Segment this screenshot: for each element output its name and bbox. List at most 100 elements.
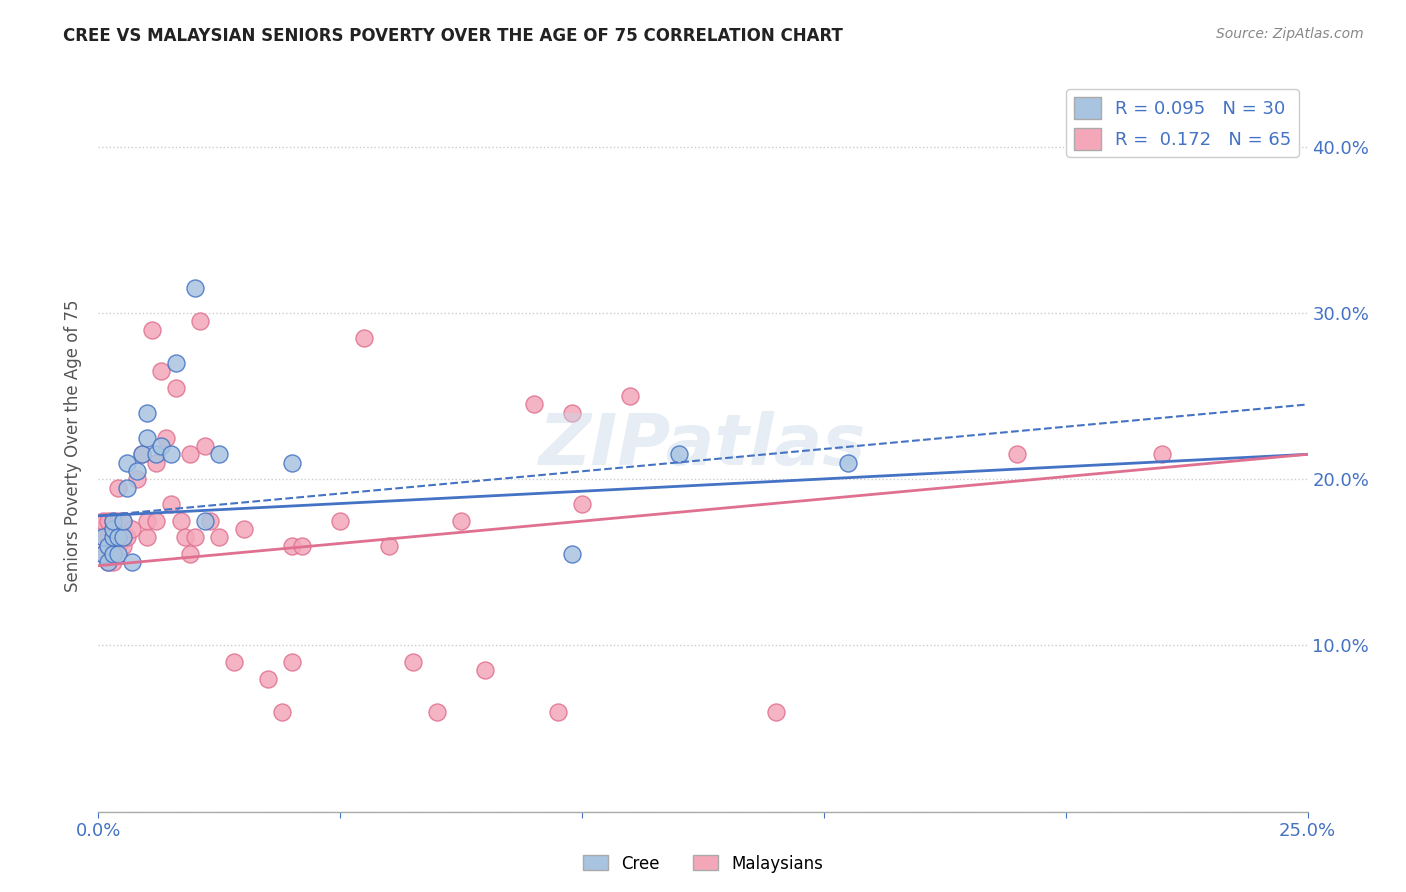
- Point: [179, 447, 201, 461]
- Point: [91, 522, 114, 536]
- Point: [97, 539, 120, 553]
- Point: [353, 331, 375, 345]
- Point: [127, 472, 149, 486]
- Point: [111, 514, 134, 528]
- Point: [184, 530, 207, 544]
- Point: [281, 655, 304, 669]
- Point: [97, 555, 120, 569]
- Text: Source: ZipAtlas.com: Source: ZipAtlas.com: [1216, 27, 1364, 41]
- Point: [97, 514, 120, 528]
- Y-axis label: Seniors Poverty Over the Age of 75: Seniors Poverty Over the Age of 75: [65, 300, 83, 592]
- Point: [547, 705, 569, 719]
- Point: [169, 514, 191, 528]
- Point: [91, 530, 114, 544]
- Point: [111, 530, 134, 544]
- Point: [271, 705, 294, 719]
- Point: [141, 323, 163, 337]
- Point: [97, 530, 120, 544]
- Point: [765, 705, 787, 719]
- Point: [256, 672, 278, 686]
- Point: [135, 431, 157, 445]
- Point: [131, 447, 153, 461]
- Point: [561, 547, 583, 561]
- Point: [377, 539, 399, 553]
- Point: [474, 664, 496, 678]
- Point: [571, 497, 593, 511]
- Point: [281, 456, 304, 470]
- Point: [1152, 447, 1174, 461]
- Point: [91, 514, 114, 528]
- Point: [101, 530, 124, 544]
- Point: [523, 397, 546, 411]
- Point: [97, 539, 120, 553]
- Point: [117, 481, 139, 495]
- Point: [619, 389, 641, 403]
- Point: [101, 522, 124, 536]
- Point: [111, 514, 134, 528]
- Point: [561, 406, 583, 420]
- Point: [194, 439, 217, 453]
- Point: [145, 447, 167, 461]
- Point: [1007, 447, 1029, 461]
- Point: [107, 539, 129, 553]
- Point: [208, 447, 231, 461]
- Point: [198, 514, 221, 528]
- Point: [91, 547, 114, 561]
- Point: [101, 522, 124, 536]
- Point: [290, 539, 312, 553]
- Point: [91, 547, 114, 561]
- Point: [160, 447, 183, 461]
- Point: [101, 514, 124, 528]
- Point: [101, 547, 124, 561]
- Point: [121, 522, 143, 536]
- Point: [150, 364, 173, 378]
- Point: [107, 514, 129, 528]
- Point: [117, 530, 139, 544]
- Point: [101, 547, 124, 561]
- Point: [101, 514, 124, 528]
- Point: [165, 356, 187, 370]
- Point: [127, 464, 149, 478]
- Point: [145, 514, 167, 528]
- Point: [426, 705, 449, 719]
- Point: [194, 514, 217, 528]
- Point: [101, 539, 124, 553]
- Text: CREE VS MALAYSIAN SENIORS POVERTY OVER THE AGE OF 75 CORRELATION CHART: CREE VS MALAYSIAN SENIORS POVERTY OVER T…: [63, 27, 844, 45]
- Point: [107, 530, 129, 544]
- Text: ZIPatlas: ZIPatlas: [540, 411, 866, 481]
- Legend: Cree, Malaysians: Cree, Malaysians: [576, 848, 830, 880]
- Point: [450, 514, 472, 528]
- Point: [91, 530, 114, 544]
- Point: [222, 655, 245, 669]
- Point: [208, 530, 231, 544]
- Point: [111, 539, 134, 553]
- Point: [184, 281, 207, 295]
- Point: [121, 555, 143, 569]
- Point: [329, 514, 352, 528]
- Point: [135, 406, 157, 420]
- Point: [402, 655, 425, 669]
- Point: [145, 456, 167, 470]
- Point: [150, 439, 173, 453]
- Legend: R = 0.095   N = 30, R =  0.172   N = 65: R = 0.095 N = 30, R = 0.172 N = 65: [1066, 89, 1299, 157]
- Point: [281, 539, 304, 553]
- Point: [179, 547, 201, 561]
- Point: [101, 530, 124, 544]
- Point: [97, 555, 120, 569]
- Point: [135, 530, 157, 544]
- Point: [135, 514, 157, 528]
- Point: [107, 547, 129, 561]
- Point: [107, 481, 129, 495]
- Point: [101, 555, 124, 569]
- Point: [107, 530, 129, 544]
- Point: [117, 456, 139, 470]
- Point: [160, 497, 183, 511]
- Point: [232, 522, 254, 536]
- Point: [131, 447, 153, 461]
- Point: [174, 530, 197, 544]
- Point: [165, 381, 187, 395]
- Point: [188, 314, 211, 328]
- Point: [155, 431, 177, 445]
- Point: [668, 447, 690, 461]
- Point: [107, 547, 129, 561]
